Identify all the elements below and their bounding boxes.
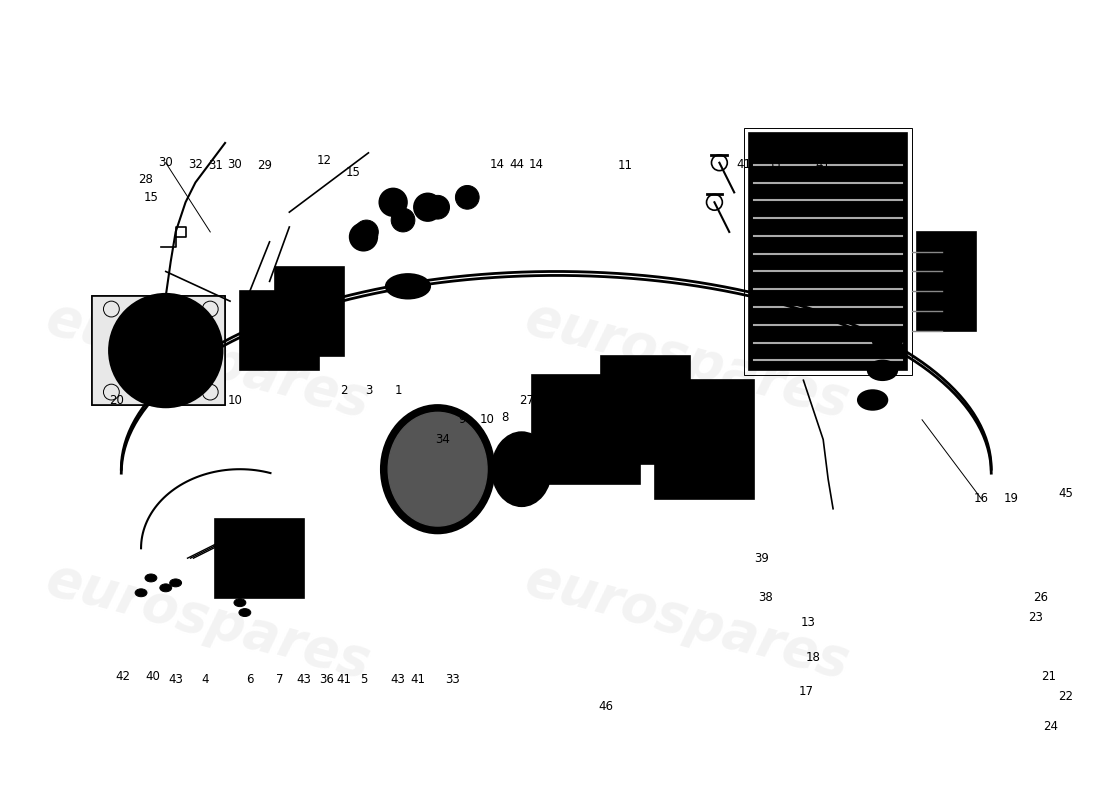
Text: 10: 10 xyxy=(228,394,242,406)
Text: 10: 10 xyxy=(480,414,495,426)
Text: 24: 24 xyxy=(1043,720,1058,733)
Bar xyxy=(216,518,305,598)
Ellipse shape xyxy=(135,589,147,597)
Text: 39: 39 xyxy=(755,552,769,565)
Text: 35: 35 xyxy=(767,158,781,171)
Text: 2: 2 xyxy=(340,384,348,397)
Ellipse shape xyxy=(492,432,551,506)
Text: 21: 21 xyxy=(1041,670,1056,683)
Text: 6: 6 xyxy=(246,674,253,686)
Text: 22: 22 xyxy=(1058,690,1072,703)
Text: 34: 34 xyxy=(436,433,450,446)
Ellipse shape xyxy=(386,274,430,298)
Text: 23: 23 xyxy=(1028,611,1043,624)
Text: 15: 15 xyxy=(143,191,158,204)
Ellipse shape xyxy=(139,323,192,378)
Ellipse shape xyxy=(121,306,210,395)
Text: 1: 1 xyxy=(394,384,402,397)
Text: 7: 7 xyxy=(276,674,283,686)
Text: 1: 1 xyxy=(592,384,600,397)
Text: 41: 41 xyxy=(337,674,351,686)
Text: 17: 17 xyxy=(799,685,814,698)
Text: 43: 43 xyxy=(168,674,183,686)
Circle shape xyxy=(392,208,415,232)
Bar xyxy=(744,128,912,375)
Text: 19: 19 xyxy=(1003,492,1019,506)
Text: 8: 8 xyxy=(502,411,508,424)
Text: 43: 43 xyxy=(390,674,406,686)
Circle shape xyxy=(455,186,480,209)
Text: 5: 5 xyxy=(360,674,367,686)
Ellipse shape xyxy=(872,330,902,350)
Ellipse shape xyxy=(169,579,182,587)
Text: 45: 45 xyxy=(1058,487,1072,501)
Text: eurospares: eurospares xyxy=(519,553,855,690)
Text: 25: 25 xyxy=(202,324,218,338)
Text: 11: 11 xyxy=(618,159,632,172)
Ellipse shape xyxy=(381,405,495,534)
Text: 2: 2 xyxy=(562,384,570,397)
Text: 30: 30 xyxy=(228,158,242,171)
Polygon shape xyxy=(91,296,226,405)
Text: 37: 37 xyxy=(188,374,202,386)
Bar xyxy=(656,380,754,499)
Ellipse shape xyxy=(239,609,251,617)
Circle shape xyxy=(379,189,407,216)
Text: 20: 20 xyxy=(109,394,124,406)
Text: 40: 40 xyxy=(145,670,161,683)
Ellipse shape xyxy=(145,574,157,582)
Text: 3: 3 xyxy=(578,384,585,397)
Text: 41: 41 xyxy=(816,158,831,171)
Text: 32: 32 xyxy=(188,158,202,171)
Text: 12: 12 xyxy=(317,154,331,167)
Bar xyxy=(601,355,690,464)
Text: 30: 30 xyxy=(158,156,173,170)
Ellipse shape xyxy=(388,412,487,526)
Text: 3: 3 xyxy=(365,384,372,397)
Text: eurospares: eurospares xyxy=(41,292,376,429)
Text: 36: 36 xyxy=(319,674,334,686)
Text: 41: 41 xyxy=(410,674,426,686)
Text: 4: 4 xyxy=(542,384,550,397)
Ellipse shape xyxy=(160,584,172,592)
Text: 13: 13 xyxy=(801,616,816,629)
Text: 43: 43 xyxy=(297,674,311,686)
Text: 14: 14 xyxy=(490,158,505,171)
Text: 14: 14 xyxy=(529,158,544,171)
Text: 33: 33 xyxy=(446,674,460,686)
Text: 9: 9 xyxy=(459,414,466,426)
Text: 46: 46 xyxy=(598,700,613,713)
Text: 26: 26 xyxy=(1033,591,1048,604)
Bar xyxy=(91,296,226,405)
Text: 44: 44 xyxy=(509,158,525,171)
Ellipse shape xyxy=(109,294,222,407)
Text: eurospares: eurospares xyxy=(519,292,855,429)
Text: 38: 38 xyxy=(759,591,773,604)
Text: 27: 27 xyxy=(519,394,535,406)
Ellipse shape xyxy=(868,361,898,380)
Circle shape xyxy=(354,220,378,244)
Bar xyxy=(531,375,640,484)
Circle shape xyxy=(350,223,377,250)
Circle shape xyxy=(426,195,450,219)
Text: 4: 4 xyxy=(201,674,209,686)
Bar xyxy=(922,286,971,321)
Text: 41: 41 xyxy=(737,158,751,171)
Text: 42: 42 xyxy=(116,670,131,683)
Text: 18: 18 xyxy=(806,650,821,663)
Ellipse shape xyxy=(858,390,888,410)
Bar xyxy=(917,232,977,330)
Text: 16: 16 xyxy=(974,492,989,506)
Text: 29: 29 xyxy=(257,159,272,172)
Bar xyxy=(240,291,319,370)
Circle shape xyxy=(414,194,441,221)
Bar xyxy=(275,266,343,355)
Text: 31: 31 xyxy=(208,159,222,172)
Text: 5: 5 xyxy=(651,414,659,426)
Ellipse shape xyxy=(234,598,245,606)
Bar xyxy=(749,133,907,370)
Text: 15: 15 xyxy=(346,166,361,179)
Text: 28: 28 xyxy=(139,173,153,186)
Text: eurospares: eurospares xyxy=(41,553,376,690)
